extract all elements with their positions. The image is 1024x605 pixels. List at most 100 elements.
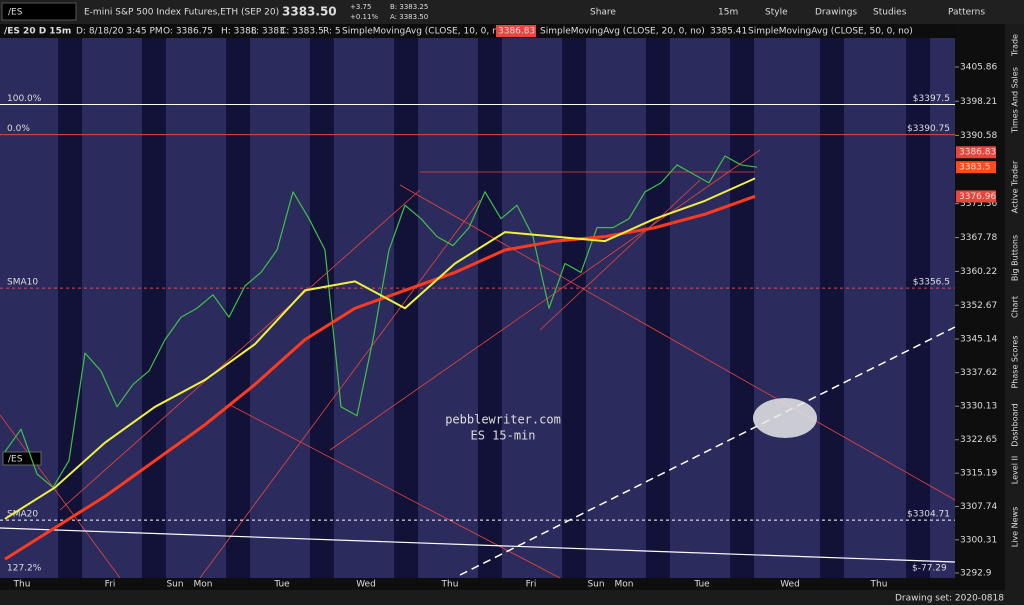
price-tick-label: 3307.74	[960, 502, 997, 512]
dashed-trendline	[459, 326, 956, 576]
fib-extension-value: $-77.29	[912, 564, 947, 574]
price-marker	[956, 146, 996, 159]
time-label: Thu	[870, 580, 888, 590]
symbol-box[interactable]	[1, 2, 77, 21]
ask: A: 3383.50	[390, 13, 428, 21]
sma-red	[4, 194, 756, 561]
time-label: Thu	[13, 580, 31, 590]
header-range: R: 5	[323, 27, 341, 37]
price-axis	[955, 24, 1005, 590]
time-label: Thu	[441, 580, 459, 590]
header-date: D: 8/18/20 3:45 PM	[76, 27, 163, 37]
toolbar-button[interactable]: Style	[765, 8, 788, 18]
level-label: 0.0%	[7, 124, 30, 134]
header-open: O: 3386.75	[163, 27, 213, 37]
level-value: $3356.5	[913, 278, 950, 288]
time-label: Tue	[693, 580, 710, 590]
time-label: Sun	[166, 580, 183, 590]
toolbar-button[interactable]: Share	[590, 8, 616, 18]
time-label: Mon	[615, 580, 634, 590]
price-tick-label: 3322.65	[960, 435, 997, 445]
session-stripe	[562, 38, 586, 578]
side-tab[interactable]: Big Buttons	[1011, 235, 1020, 281]
time-label: Fri	[105, 580, 116, 590]
price-tick-label: 3345.14	[960, 334, 997, 344]
side-tab[interactable]: Chart	[1011, 296, 1020, 318]
session-stripe	[730, 38, 754, 578]
price-tick-label: 3337.62	[960, 368, 997, 378]
side-tabs	[1005, 24, 1024, 590]
change-pct: +0.11%	[350, 13, 378, 21]
side-tab[interactable]: Active Trader	[1011, 160, 1020, 213]
session-stripe	[310, 38, 334, 578]
header-bar	[0, 24, 955, 38]
time-label: Tue	[273, 580, 290, 590]
fib-extension-line	[0, 527, 956, 563]
header-close: C: 3383.5	[280, 27, 324, 37]
side-tab[interactable]: Trade	[1011, 34, 1020, 57]
study-value-box	[496, 25, 536, 37]
time-label: Wed	[356, 580, 376, 590]
session-stripe	[226, 38, 250, 578]
watermark: pebblewriter.com	[445, 413, 561, 427]
session-stripe	[58, 38, 82, 578]
side-tab[interactable]: Dashboard	[1011, 403, 1020, 446]
time-label: Wed	[780, 580, 800, 590]
fib-extension-label: 127.2%	[7, 564, 42, 574]
header-low: L: 3383	[251, 27, 285, 37]
side-tab[interactable]: Level II	[1011, 456, 1020, 484]
session-stripe	[142, 38, 166, 578]
toolbar-description: E-mini S&P 500 Index Futures,ETH (SEP 20…	[84, 8, 279, 18]
study-value: 3385.41	[710, 27, 747, 37]
toolbar-button[interactable]: Patterns	[948, 8, 985, 18]
level-label: SMA10	[7, 278, 38, 288]
time-label: Sun	[587, 580, 604, 590]
last-price: 3383.50	[282, 5, 337, 19]
footer-text: Drawing set: 2020-0818	[895, 594, 1004, 604]
watermark: ES 15-min	[470, 429, 535, 443]
study-value: 3386.83	[498, 27, 535, 37]
price-tick-label: 3398.21	[960, 97, 997, 107]
session-stripe	[820, 38, 844, 578]
price-tick-label: 3390.58	[960, 131, 997, 141]
sma-yellow	[4, 177, 756, 520]
session-stripe	[478, 38, 502, 578]
toolbar-button[interactable]: Drawings	[815, 8, 857, 18]
level-label: 100.0%	[7, 94, 42, 104]
price-tick-label: 3292.9	[960, 569, 992, 579]
time-label: Fri	[526, 580, 537, 590]
price-tick-label: 3375.36	[960, 199, 997, 209]
bid: B: 3383.25	[390, 3, 428, 11]
highlight-oval	[753, 398, 817, 438]
side-tab[interactable]: Live News	[1011, 507, 1020, 548]
study-name: SimpleMovingAvg (CLOSE, 20, 0, no)	[540, 27, 705, 37]
header-high: H: 3388	[221, 27, 257, 37]
time-label: Mon	[194, 580, 213, 590]
side-tab[interactable]: Phase Scores	[1011, 335, 1020, 388]
level-value: $3304.71	[907, 510, 950, 520]
price-tick-label: 3315.19	[960, 469, 997, 479]
price-tick-label: 3367.78	[960, 233, 997, 243]
trendlines	[0, 149, 956, 579]
footer-bar	[0, 590, 1024, 605]
level-label: SMA20	[7, 510, 38, 520]
price-marker	[956, 190, 996, 203]
session-stripe	[906, 38, 930, 578]
toolbar-symbol[interactable]: /ES	[8, 8, 23, 18]
price-tick-label: 3330.13	[960, 402, 997, 412]
price-tick-label: 3360.22	[960, 267, 997, 277]
price-tick-label: 3300.31	[960, 535, 997, 545]
study-name: SimpleMovingAvg (CLOSE, 50, 0, no)	[748, 27, 913, 37]
toolbar-button[interactable]: 15m	[718, 8, 738, 18]
level-value: $3397.5	[913, 94, 950, 104]
price-tick-label: 3405.86	[960, 63, 997, 73]
session-stripe	[646, 38, 670, 578]
toolbar-button[interactable]: Studies	[873, 8, 907, 18]
price-marker-label: 3376.96	[959, 192, 996, 202]
header-symbol: /ES 20 D 15m	[4, 27, 71, 37]
price-marker-label: 3386.83	[959, 148, 996, 158]
price-marker-label: 3383.5	[959, 163, 991, 173]
price-tick-label: 3352.67	[960, 301, 997, 311]
side-tab[interactable]: Times And Sales	[1011, 67, 1020, 134]
